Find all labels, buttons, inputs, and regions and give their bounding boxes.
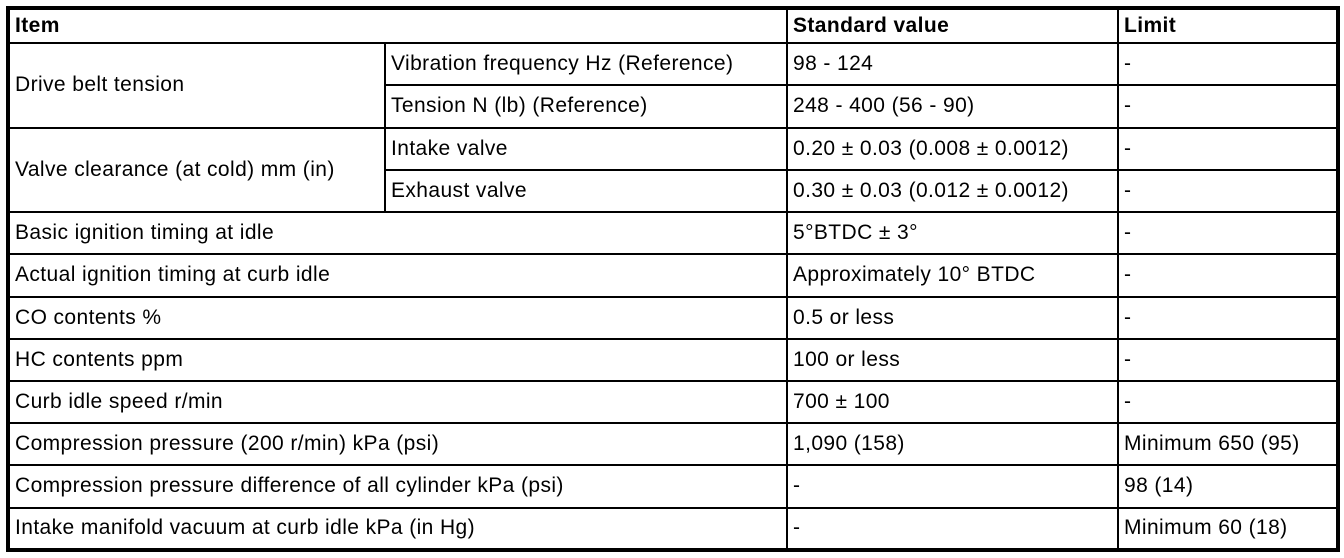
table-row: Actual ignition timing at curb idle Appr… [7,253,1339,298]
item-sub-cell: Intake valve [384,126,788,171]
limit-cell: - [1117,295,1339,340]
limit-cell: Minimum 60 (18) [1117,506,1339,552]
item-cell: Valve clearance (at cold) mm (in) [7,126,386,214]
standard-value-cell: 700 ± 100 [786,379,1119,425]
table-row: Tension N (lb) (Reference) 248 - 400 (56… [8,84,1339,129]
item-sub-cell: Vibration frequency Hz (Reference) [384,42,788,87]
item-cell: CO contents % [7,295,788,340]
table-row: Basic ignition timing at idle 5°BTDC ± 3… [7,211,1339,256]
item-cell: Basic ignition timing at idle [7,211,788,256]
standard-value-cell: 248 - 400 (56 - 90) [786,84,1119,129]
limit-cell: Minimum 650 (95) [1117,422,1339,467]
item-sub-cell: Tension N (lb) (Reference) [384,84,788,129]
item-sub-cell: Exhaust valve [384,168,788,214]
table-row: HC contents ppm 100 or less - [7,337,1339,382]
table-row: Compression pressure difference of all c… [7,464,1339,509]
standard-value-cell: 5°BTDC ± 3° [786,211,1119,256]
table-header-row: Item Standard value Limit [7,6,1339,45]
table-row: Curb idle speed r/min 700 ± 100 - [7,379,1339,425]
item-cell: HC contents ppm [7,337,788,382]
limit-cell: - [1117,211,1339,256]
standard-value-cell: 0.5 or less [786,295,1119,340]
limit-cell: - [1117,84,1339,129]
table-row: CO contents % 0.5 or less - [7,295,1339,340]
standard-value-cell: Approximately 10° BTDC [786,253,1119,298]
limit-cell: - [1117,253,1339,298]
standard-value-cell: 100 or less [786,337,1119,382]
table-row: Compression pressure (200 r/min) kPa (ps… [7,422,1339,467]
item-cell: Compression pressure (200 r/min) kPa (ps… [7,422,788,467]
header-cell-limit: Limit [1117,6,1339,45]
limit-cell: - [1117,379,1339,425]
standard-value-cell: 0.20 ± 0.03 (0.008 ± 0.0012) [786,126,1119,171]
standard-value-cell: - [786,464,1119,509]
item-cell: Actual ignition timing at curb idle [7,253,788,298]
limit-cell: - [1117,126,1339,171]
header-cell-item: Item [7,6,788,45]
header-cell-standard-value: Standard value [786,6,1119,45]
item-cell: Drive belt tension [7,42,386,129]
item-cell: Compression pressure difference of all c… [7,464,788,509]
standard-value-cell: - [786,506,1119,552]
table-row: Drive belt tension Vibration frequency H… [7,42,1339,129]
standard-value-cell: 98 - 124 [786,42,1119,87]
standard-value-cell: 1,090 (158) [786,422,1119,467]
limit-cell: - [1117,42,1339,87]
service-specifications-table: Item Standard value Limit Drive belt ten… [6,6,1340,552]
item-cell: Curb idle speed r/min [7,379,788,425]
table-row: Valve clearance (at cold) mm (in) Intake… [7,126,1339,214]
table-row: Exhaust valve 0.30 ± 0.03 (0.012 ± 0.001… [8,168,1339,214]
limit-cell: 98 (14) [1117,464,1339,509]
standard-value-cell: 0.30 ± 0.03 (0.012 ± 0.0012) [786,168,1119,214]
table-row: Intake manifold vacuum at curb idle kPa … [7,506,1339,552]
item-cell: Intake manifold vacuum at curb idle kPa … [7,506,788,552]
limit-cell: - [1117,168,1339,214]
limit-cell: - [1117,337,1339,382]
